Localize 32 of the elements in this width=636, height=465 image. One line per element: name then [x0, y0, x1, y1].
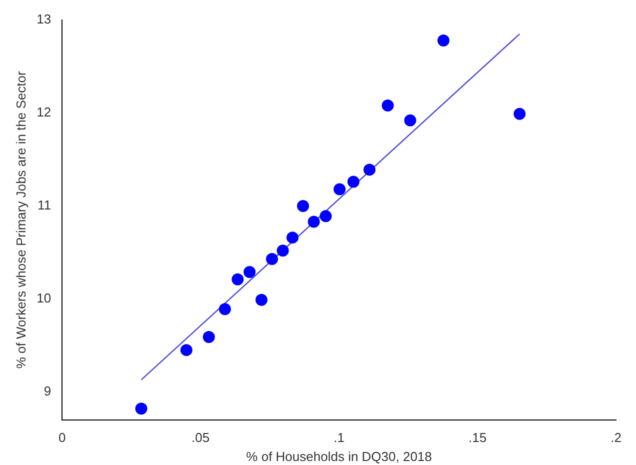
point — [308, 216, 320, 228]
point — [286, 232, 298, 244]
y-tick-label: 10 — [36, 290, 52, 306]
y-tick-label: 9 — [44, 383, 52, 398]
point — [334, 183, 346, 196]
x-tick-label: .1 — [334, 430, 344, 446]
point — [135, 402, 148, 415]
x-tick-label: .2 — [610, 430, 622, 446]
y-tick-label: 12 — [36, 104, 52, 120]
point — [297, 200, 310, 212]
x-tick-label: .15 — [468, 430, 487, 446]
point — [180, 344, 192, 356]
y-tick-label: 11 — [38, 198, 52, 213]
point — [404, 114, 416, 126]
point — [244, 266, 256, 278]
y-axis-title: % of Workers whose Primary Jobs are in the Sector — [13, 70, 28, 369]
point — [347, 176, 360, 188]
point — [276, 244, 289, 257]
point — [266, 252, 278, 265]
point — [202, 331, 215, 344]
point — [232, 273, 244, 286]
point — [437, 34, 450, 46]
point — [320, 210, 332, 222]
x-tick-label: 0 — [58, 430, 66, 446]
x-tick-label: .05 — [192, 430, 210, 446]
x-axis-title: % of Households in DQ30, 2018 — [246, 448, 432, 464]
point — [218, 303, 231, 316]
point — [514, 108, 526, 120]
y-tick-label: 13 — [36, 12, 52, 27]
point — [255, 294, 268, 306]
point — [363, 164, 376, 176]
point — [382, 100, 394, 112]
